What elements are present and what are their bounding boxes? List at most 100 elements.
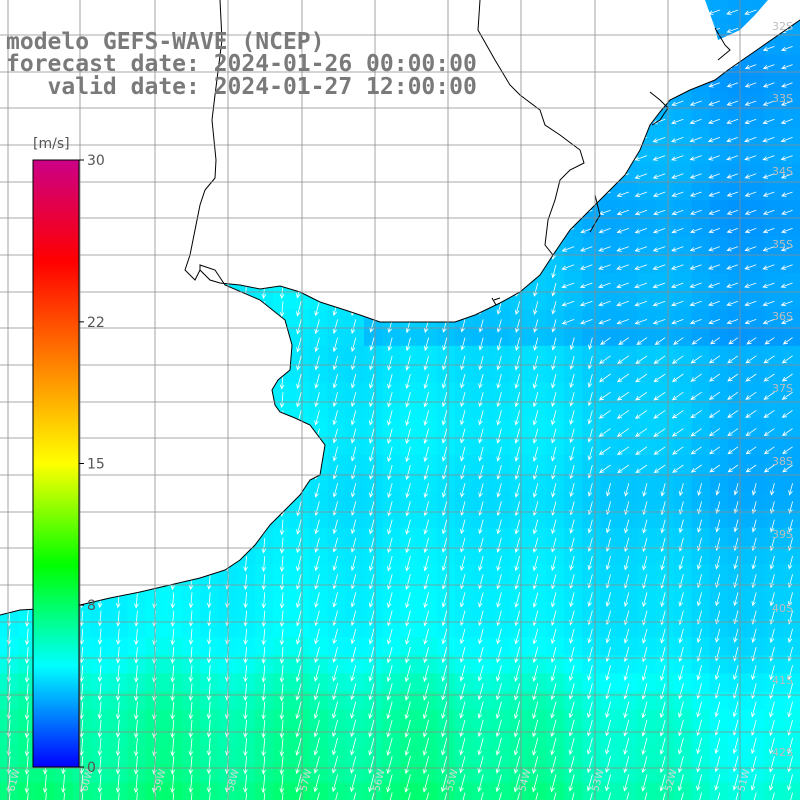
field-cell: [691, 673, 711, 693]
field-cell: [527, 509, 547, 529]
field-cell: [345, 618, 365, 638]
field-cell: [182, 728, 201, 747]
field-cell: [582, 309, 602, 329]
field-cell: [600, 327, 620, 347]
field-cell: [382, 546, 401, 565]
field-cell: [782, 200, 800, 219]
field-cell: [473, 746, 492, 765]
wind-arrow: [6, 683, 12, 702]
field-cell: [582, 546, 602, 565]
field-cell: [91, 709, 110, 729]
wind-arrow: [598, 300, 611, 307]
field-cell: [109, 691, 128, 711]
field-cell: [655, 309, 674, 329]
field-cell: [382, 509, 401, 529]
wind-arrow: [763, 355, 775, 364]
field-cell: [637, 600, 656, 620]
field-cell: [18, 691, 37, 711]
field-cell: [546, 582, 565, 602]
wind-arrow: [514, 428, 520, 444]
field-cell: [273, 673, 292, 693]
field-cell: [600, 455, 620, 474]
wind-arrow: [671, 391, 684, 401]
wind-arrow: [514, 446, 520, 462]
wind-arrow: [781, 82, 793, 88]
field-cell: [673, 145, 693, 165]
wind-arrow: [616, 300, 629, 307]
wind-arrow: [331, 774, 338, 793]
field-cell: [782, 345, 800, 365]
wind-arrow: [460, 355, 466, 371]
field-cell: [455, 473, 474, 492]
field-cell: [782, 309, 800, 329]
field-cell: [91, 746, 110, 765]
wind-arrow: [660, 628, 666, 644]
field-cell: [746, 509, 765, 529]
field-cell: [655, 673, 674, 693]
field-cell: [418, 673, 438, 693]
field-cell: [364, 691, 383, 711]
wind-arrow: [477, 683, 484, 701]
field-cell: [746, 72, 765, 92]
wind-arrow: [514, 464, 520, 480]
field-cell: [400, 491, 420, 511]
field-cell: [564, 728, 583, 747]
wind-arrow: [653, 464, 666, 474]
wind-arrow: [332, 683, 338, 701]
wind-arrow: [750, 756, 757, 773]
wind-arrow: [477, 774, 484, 793]
wind-arrow: [708, 391, 721, 400]
field-cell: [637, 691, 656, 711]
wind-arrow: [134, 610, 139, 627]
wind-arrow: [313, 665, 320, 682]
field-cell: [709, 564, 729, 583]
field-cell: [582, 582, 602, 602]
wind-arrow: [350, 574, 357, 590]
field-cell: [345, 455, 365, 474]
field-cell: [746, 782, 765, 802]
field-cell: [527, 709, 547, 729]
field-cell: [491, 527, 511, 547]
field-cell: [746, 473, 765, 492]
field-cell: [782, 491, 800, 511]
field-cell: [728, 655, 747, 674]
wind-arrow: [332, 464, 338, 480]
wind-arrow: [568, 756, 575, 774]
wind-arrow: [387, 428, 393, 445]
field-cell: [618, 546, 638, 565]
field-cell: [673, 436, 693, 456]
wind-arrow: [188, 774, 194, 794]
field-cell: [691, 91, 711, 110]
wind-arrow: [441, 355, 448, 371]
wind-arrow: [350, 319, 357, 335]
wind-arrow: [689, 319, 702, 325]
wind-arrow: [726, 118, 739, 124]
wind-arrow: [744, 64, 757, 70]
wind-arrow: [368, 628, 375, 645]
colorbar-tick-label: 8: [87, 598, 96, 614]
wind-arrow: [97, 628, 103, 645]
field-cell: [527, 655, 547, 674]
wind-arrow: [350, 701, 357, 719]
field-cell: [527, 327, 547, 347]
field-cell: [782, 655, 800, 674]
wind-arrow: [634, 282, 648, 289]
field-cell: [782, 564, 800, 583]
wind-arrow: [708, 246, 720, 252]
field-cell: [564, 691, 583, 711]
field-cell: [673, 618, 693, 638]
field-cell: [673, 418, 693, 438]
wind-arrow: [332, 537, 338, 553]
wind-arrow: [623, 774, 630, 792]
wind-arrow: [423, 355, 429, 371]
field-cell: [309, 637, 329, 656]
wind-arrow: [641, 646, 648, 663]
field-cell: [655, 127, 674, 147]
wind-arrow: [690, 428, 702, 437]
field-cell: [273, 764, 292, 784]
wind-arrow: [459, 719, 466, 738]
field-cell: [600, 564, 620, 583]
wind-arrow: [787, 701, 793, 718]
wind-arrow: [732, 774, 739, 791]
